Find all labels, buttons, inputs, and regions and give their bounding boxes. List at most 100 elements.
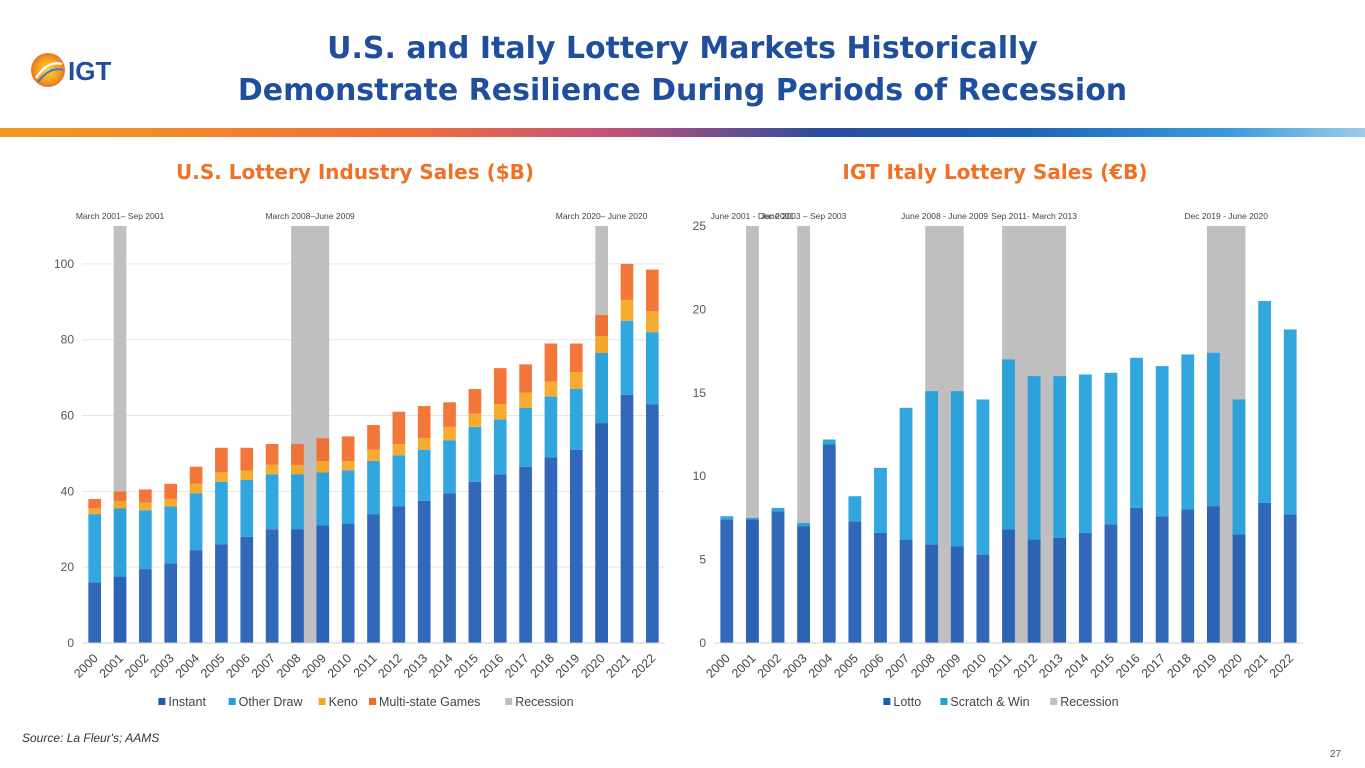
italy-x-tick-label: 2001 bbox=[729, 651, 759, 681]
us-bar-segment bbox=[139, 569, 152, 643]
us-bar-segment bbox=[569, 449, 583, 643]
italy-bar-segment bbox=[874, 467, 887, 533]
italy-bar-segment bbox=[1206, 506, 1220, 643]
italy-bar-segment bbox=[746, 517, 759, 520]
us-bar-segment bbox=[291, 474, 304, 530]
us-legend-label: Recession bbox=[515, 695, 573, 709]
us-x-tick-label: 2000 bbox=[71, 651, 101, 681]
us-bar-segment bbox=[645, 404, 659, 643]
italy-bar-segment bbox=[1002, 529, 1015, 643]
us-bar-segment bbox=[443, 493, 456, 643]
us-x-tick-label: 2016 bbox=[477, 651, 507, 681]
us-bar-segment bbox=[265, 529, 279, 643]
us-x-tick-label: 2013 bbox=[401, 651, 431, 681]
title-line-1: U.S. and Italy Lottery Markets Historica… bbox=[327, 31, 1038, 66]
us-x-tick-label: 2001 bbox=[97, 651, 127, 681]
us-bar-segment bbox=[544, 396, 558, 458]
italy-bar-segment bbox=[771, 511, 785, 643]
us-bar-segment bbox=[468, 426, 482, 482]
italy-bar-segment bbox=[1283, 329, 1297, 515]
italy-bar-segment bbox=[925, 391, 939, 545]
us-x-tick-label: 2010 bbox=[325, 651, 355, 681]
us-bar-segment bbox=[645, 332, 659, 405]
us-bar-segment bbox=[189, 550, 203, 643]
us-bar-segment bbox=[240, 536, 254, 643]
italy-bar-segment bbox=[925, 544, 939, 643]
us-bar-segment bbox=[139, 502, 152, 511]
us-bar-segment bbox=[417, 406, 431, 439]
us-bar-segment bbox=[544, 343, 558, 382]
italy-bar-segment bbox=[1002, 359, 1015, 530]
us-legend-label: Multi-state Games bbox=[379, 695, 480, 709]
us-bar-segment bbox=[569, 343, 583, 372]
us-bar-segment bbox=[367, 514, 380, 643]
us-bar-segment bbox=[493, 404, 507, 420]
us-x-tick-label: 2005 bbox=[198, 651, 228, 681]
italy-bar-segment bbox=[771, 507, 785, 512]
us-bar-segment bbox=[113, 576, 127, 643]
italy-bar-segment bbox=[1258, 301, 1271, 503]
us-bar-segment bbox=[620, 299, 634, 321]
us-legend-swatch bbox=[505, 698, 513, 705]
italy-x-tick-label: 2013 bbox=[1036, 651, 1066, 681]
italy-bar-segment bbox=[1104, 372, 1118, 525]
italy-y-tick-label: 10 bbox=[693, 469, 707, 483]
us-chart-subtitle: U.S. Lottery Industry Sales ($B) bbox=[175, 160, 535, 184]
us-bar-segment bbox=[341, 523, 355, 643]
us-y-tick-label: 0 bbox=[67, 636, 74, 650]
italy-x-tick-label: 2004 bbox=[806, 651, 836, 681]
us-bar-segment bbox=[341, 470, 355, 524]
us-bar-segment bbox=[493, 474, 507, 643]
italy-x-tick-label: 2011 bbox=[986, 651, 1015, 680]
us-x-tick-label: 2007 bbox=[249, 651, 279, 681]
italy-x-tick-label: 2021 bbox=[1241, 651, 1271, 681]
us-bar-segment bbox=[367, 449, 380, 462]
italy-bar-segment bbox=[848, 521, 862, 643]
us-x-tick-label: 2012 bbox=[375, 651, 405, 681]
us-bar-segment bbox=[291, 443, 304, 465]
italy-bar-segment bbox=[1181, 354, 1195, 510]
italy-chart-subtitle: IGT Italy Lottery Sales (€B) bbox=[842, 160, 1148, 184]
us-legend-label: Keno bbox=[329, 695, 358, 709]
us-bar-segment bbox=[392, 455, 406, 507]
italy-bar-segment bbox=[1027, 539, 1041, 643]
italy-x-tick-label: 2012 bbox=[1011, 651, 1041, 681]
us-bar-segment bbox=[139, 510, 152, 570]
italy-x-tick-label: 2022 bbox=[1267, 651, 1297, 681]
us-legend-swatch bbox=[318, 698, 326, 705]
italy-bar-segment bbox=[899, 407, 913, 540]
us-y-tick-label: 100 bbox=[54, 257, 74, 271]
italy-bar-segment bbox=[874, 532, 887, 643]
italy-bar-segment bbox=[976, 554, 990, 643]
us-bar-segment bbox=[443, 426, 456, 441]
us-y-tick-label: 20 bbox=[61, 560, 75, 574]
us-bar-segment bbox=[392, 506, 406, 643]
us-x-tick-label: 2017 bbox=[502, 651, 532, 681]
us-x-tick-label: 2003 bbox=[147, 651, 177, 681]
italy-recession-label: Dec 2019 - June 2020 bbox=[1184, 211, 1268, 221]
us-x-tick-label: 2002 bbox=[122, 651, 152, 681]
italy-bar-segment bbox=[899, 539, 913, 643]
us-x-tick-label: 2020 bbox=[578, 651, 608, 681]
us-bar-segment bbox=[468, 389, 482, 414]
us-bar-segment bbox=[189, 493, 203, 551]
us-bar-segment bbox=[215, 447, 228, 473]
italy-bar-segment bbox=[797, 522, 811, 527]
us-bar-segment bbox=[595, 335, 608, 353]
us-bar-segment bbox=[544, 457, 558, 643]
us-bar-segment bbox=[164, 563, 178, 643]
italy-bar-segment bbox=[1181, 509, 1195, 643]
page-number: 27 bbox=[1330, 749, 1342, 760]
italy-bar-segment bbox=[1104, 524, 1118, 643]
us-x-tick-label: 2009 bbox=[299, 651, 329, 681]
us-bar-segment bbox=[519, 364, 532, 393]
us-legend-swatch bbox=[369, 698, 376, 705]
us-bar-segment bbox=[392, 411, 406, 444]
italy-bar-segment bbox=[797, 526, 811, 643]
us-bar-segment bbox=[341, 436, 355, 462]
us-bar-segment bbox=[316, 438, 330, 462]
us-bar-segment bbox=[88, 582, 102, 643]
us-bar-segment bbox=[113, 508, 127, 577]
us-bar-segment bbox=[392, 443, 406, 456]
us-bar-segment bbox=[316, 461, 330, 473]
